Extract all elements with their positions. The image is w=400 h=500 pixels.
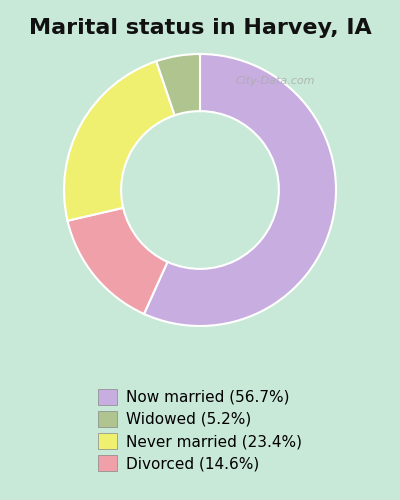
Wedge shape bbox=[144, 54, 336, 326]
Legend: Now married (56.7%), Widowed (5.2%), Never married (23.4%), Divorced (14.6%): Now married (56.7%), Widowed (5.2%), Nev… bbox=[98, 389, 302, 471]
Wedge shape bbox=[156, 54, 200, 116]
Wedge shape bbox=[68, 208, 168, 314]
Wedge shape bbox=[64, 61, 175, 220]
Text: City-Data.com: City-Data.com bbox=[235, 76, 314, 86]
Text: Marital status in Harvey, IA: Marital status in Harvey, IA bbox=[29, 18, 371, 38]
